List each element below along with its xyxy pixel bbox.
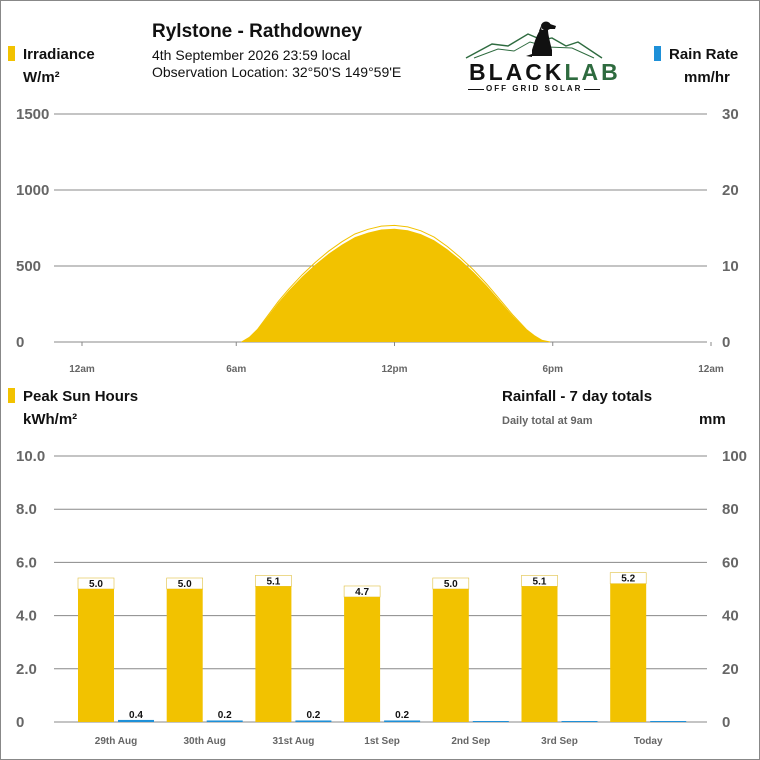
irradiance-ytick-label: 1000 [16, 182, 49, 199]
sun-hours-ytick-label: 8.0 [16, 501, 37, 518]
rain-rate-ytick-label: 30 [722, 106, 739, 123]
irradiance-xtick-label: 12am [69, 364, 95, 375]
logo-rule-right [584, 89, 600, 90]
day-xtick-label: Today [634, 736, 663, 747]
irradiance-area [241, 228, 551, 342]
rainfall-unit-label: mm [699, 411, 726, 428]
rainfall-value-label: 0.4 [129, 710, 143, 721]
sun-hours-value-label: 5.0 [89, 579, 103, 590]
logo-word-black: BLACK [469, 59, 565, 85]
irradiance-xtick-label: 6am [226, 364, 246, 375]
logo: BLACKLAB OFF GRID SOLAR [462, 14, 618, 96]
sun-hours-bar [78, 589, 114, 722]
sun-hours-bar [344, 596, 381, 722]
rain-rate-ytick-label: 20 [722, 182, 739, 199]
rainfall-bar [561, 721, 598, 722]
sun-hours-value-label: 5.1 [266, 576, 280, 587]
location-line: Observation Location: 32°50'S 149°59'E [152, 64, 402, 80]
rainfall-value-label: 0.2 [395, 710, 409, 721]
rain-rate-legend-label: Rain Rate [669, 46, 739, 63]
rainfall-bar [650, 721, 687, 722]
logo-word-lab: LAB [564, 59, 621, 85]
sun-hours-value-label: 5.0 [444, 579, 458, 590]
sun-hours-value-label: 5.0 [178, 579, 192, 590]
irradiance-legend-label: Irradiance [23, 46, 95, 63]
sun-hours-value-label: 4.7 [355, 587, 369, 598]
irradiance-ytick-label: 0 [16, 334, 24, 351]
sun-hours-ytick-label: 2.0 [16, 661, 37, 678]
rainfall-ytick-label: 60 [722, 554, 739, 571]
sun-hours-unit-label: kWh/m² [23, 411, 78, 428]
rainfall-bar [118, 719, 154, 722]
irradiance-legend-swatch [8, 46, 15, 61]
sun-hours-bar [255, 586, 292, 722]
station-title: Rylstone - Rathdowney [152, 21, 363, 42]
day-xtick-label: 30th Aug [183, 736, 225, 747]
irradiance-ytick-label: 1500 [16, 106, 49, 123]
irradiance-xtick-label: 12am [698, 364, 724, 375]
day-xtick-label: 29th Aug [95, 736, 137, 747]
rainfall-bar [472, 721, 509, 722]
rainfall-ytick-label: 80 [722, 501, 739, 518]
date-line: 4th September 2026 23:59 local [152, 47, 351, 63]
logo-rule-left [468, 89, 484, 90]
dog-on-mountains-icon [465, 21, 603, 59]
rainfall-ytick-label: 40 [722, 608, 739, 625]
sun-hours-value-label: 5.2 [621, 574, 635, 585]
day-xtick-label: 2nd Sep [451, 736, 490, 747]
rainfall-ytick-label: 0 [722, 714, 730, 731]
sun-hours-ytick-label: 4.0 [16, 608, 37, 625]
rainfall-ytick-label: 20 [722, 661, 739, 678]
irradiance-ytick-label: 500 [16, 258, 41, 275]
rain-rate-unit-label: mm/hr [684, 69, 730, 86]
irradiance-xtick-label: 6pm [542, 364, 563, 375]
rain-rate-ytick-label: 10 [722, 258, 739, 275]
sun-hours-ytick-label: 0 [16, 714, 24, 731]
sun-hours-value-label: 5.1 [533, 576, 547, 587]
irradiance-unit-label: W/m² [23, 69, 60, 86]
logo-subtitle: OFF GRID SOLAR [486, 84, 583, 93]
sun-hours-bar [610, 583, 647, 722]
rainfall-subtitle: Daily total at 9am [502, 415, 593, 427]
rainfall-bar [206, 720, 243, 722]
day-xtick-label: 31st Aug [272, 736, 314, 747]
rain-rate-legend-swatch [654, 46, 661, 61]
irradiance-envelope-line [241, 224, 551, 343]
day-xtick-label: 3rd Sep [541, 736, 578, 747]
rainfall-bar [295, 720, 332, 722]
irradiance-xtick-label: 12pm [381, 364, 407, 375]
sun-hours-ytick-label: 6.0 [16, 554, 37, 571]
sun-hours-ytick-label: 10.0 [16, 448, 45, 465]
sun-hours-legend-swatch [8, 388, 15, 403]
rainfall-title: Rainfall - 7 day totals [502, 388, 653, 405]
rainfall-bar [384, 720, 421, 722]
day-xtick-label: 1st Sep [364, 736, 400, 747]
sun-hours-legend-label: Peak Sun Hours [23, 388, 139, 405]
rainfall-value-label: 0.2 [306, 710, 320, 721]
rainfall-ytick-label: 100 [722, 448, 747, 465]
rain-rate-ytick-label: 0 [722, 334, 730, 351]
sun-hours-bar [432, 589, 469, 722]
rainfall-value-label: 0.2 [218, 710, 232, 721]
sun-hours-bar [166, 589, 203, 722]
sun-hours-bar [521, 586, 558, 722]
